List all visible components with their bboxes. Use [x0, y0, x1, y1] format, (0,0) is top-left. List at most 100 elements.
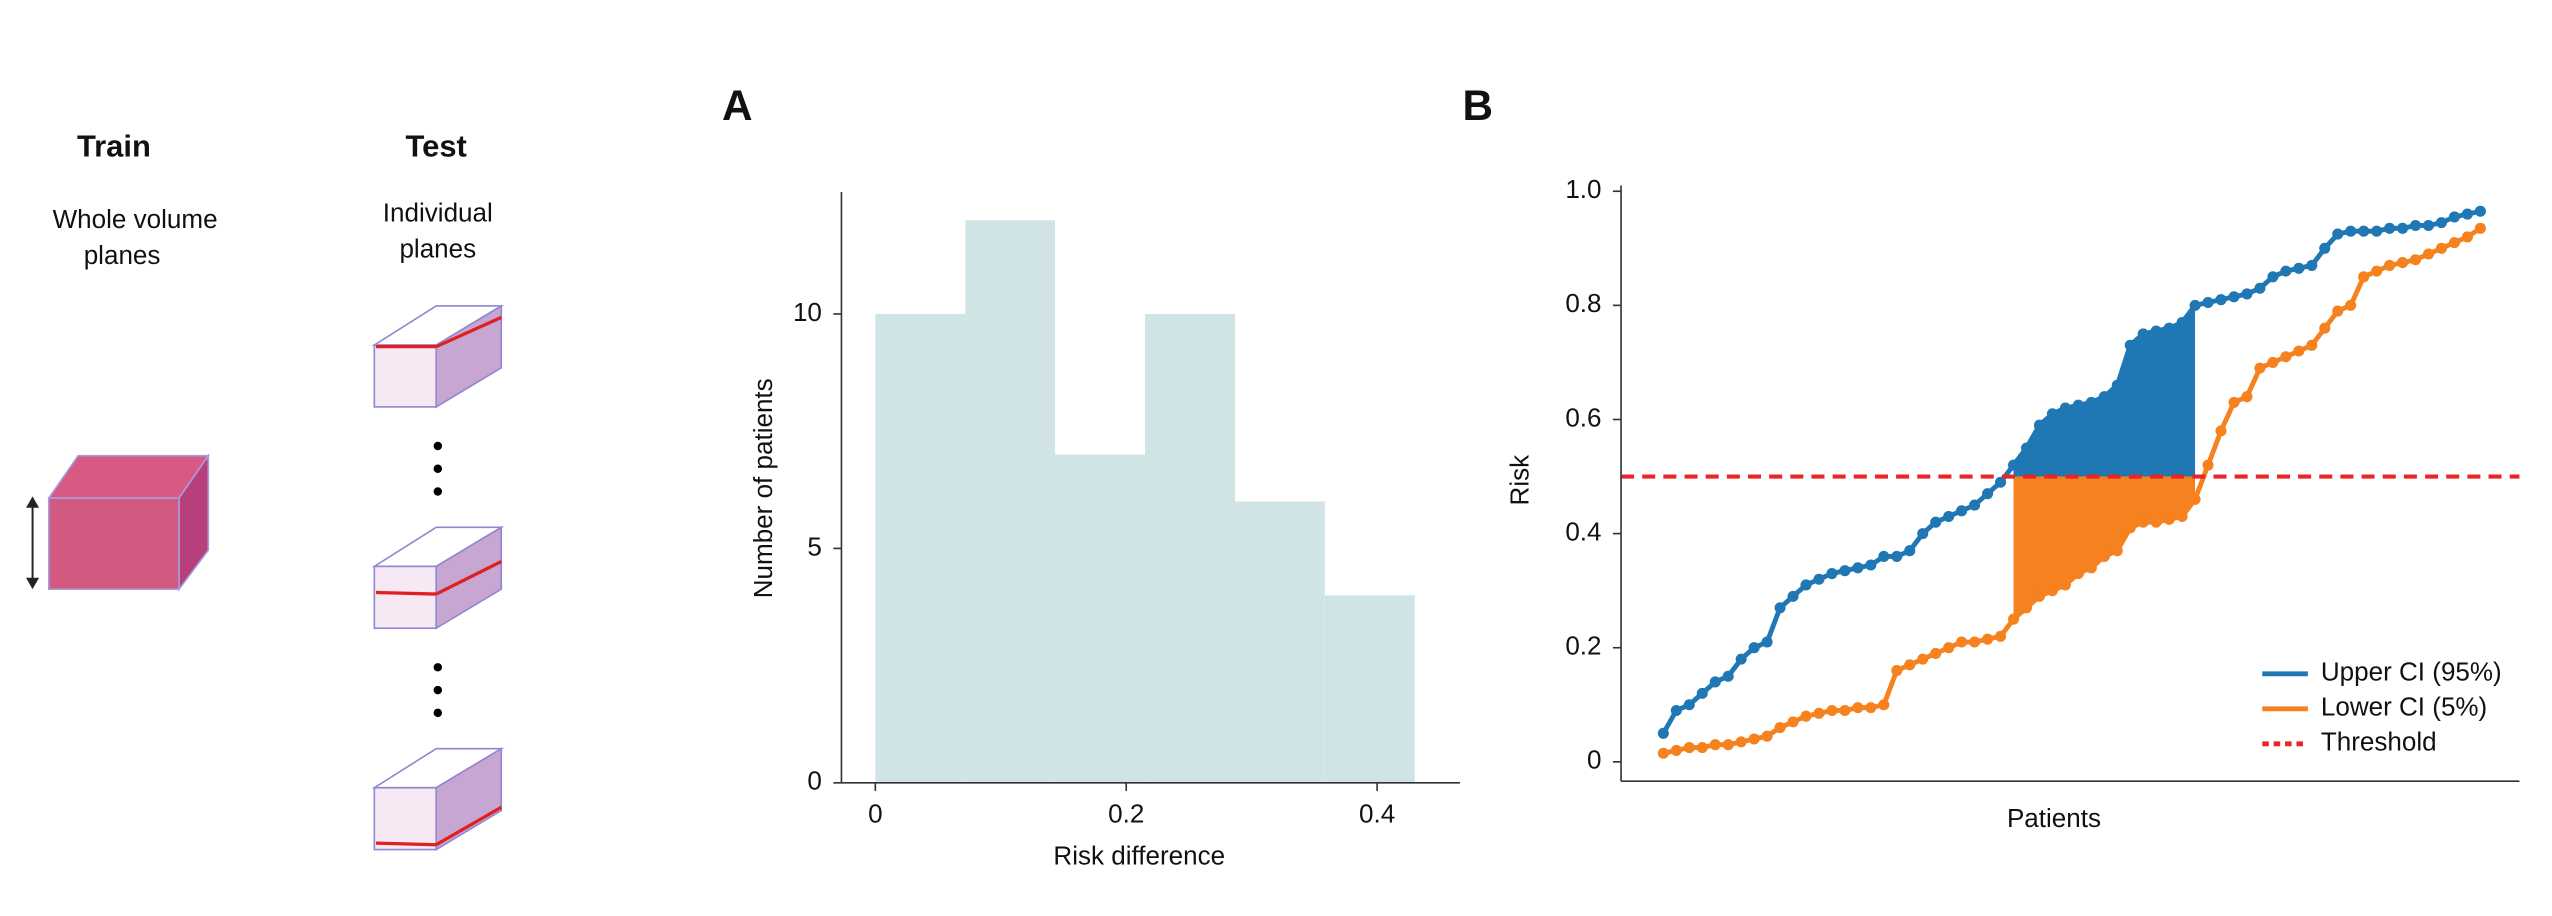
point — [1670, 744, 1682, 756]
point — [2474, 222, 2486, 234]
point — [2293, 345, 2305, 357]
point — [2448, 211, 2460, 223]
point — [2280, 265, 2292, 277]
bar — [1234, 501, 1325, 783]
point — [1696, 687, 1708, 699]
bar — [875, 313, 966, 783]
point — [2384, 222, 2396, 234]
point — [1748, 642, 1760, 654]
point — [1670, 704, 1682, 717]
point — [2474, 205, 2486, 217]
point — [2306, 339, 2318, 351]
point — [2202, 296, 2214, 309]
upper-band — [2013, 305, 2196, 477]
bar — [1145, 313, 1235, 783]
x-axis-label: Patients — [2007, 803, 2101, 833]
point — [1813, 707, 1825, 719]
point — [1943, 510, 1955, 523]
point — [2124, 522, 2136, 534]
point — [2072, 399, 2084, 411]
point — [1657, 747, 1669, 759]
point — [1735, 736, 1747, 748]
point — [2228, 291, 2240, 303]
point — [2085, 396, 2097, 408]
point — [2397, 257, 2409, 269]
y-tick-label: 0.4 — [1565, 516, 1601, 546]
point — [1891, 550, 1903, 562]
point — [2371, 225, 2383, 237]
train-text: Whole volume — [53, 204, 218, 234]
point — [2410, 219, 2422, 232]
point — [2059, 402, 2071, 414]
point — [2020, 602, 2033, 614]
point — [2163, 322, 2175, 334]
point — [1683, 742, 1695, 754]
point — [2267, 271, 2279, 283]
point — [2241, 391, 2253, 403]
point — [2007, 459, 2020, 471]
legend-label: Upper CI (95%) — [2321, 657, 2502, 687]
point — [2150, 325, 2162, 337]
point — [2358, 271, 2370, 283]
point — [1930, 647, 1942, 659]
point — [2176, 316, 2188, 329]
point — [1800, 710, 1812, 722]
point — [2384, 259, 2396, 271]
point — [2241, 288, 2253, 300]
point — [1917, 653, 1929, 665]
point — [2111, 545, 2123, 557]
point — [2293, 262, 2305, 274]
point — [2397, 222, 2409, 234]
point — [1982, 488, 1994, 500]
y-tick-label: 5 — [807, 531, 821, 561]
plane-boxes — [371, 304, 505, 852]
point — [2332, 228, 2344, 240]
point — [2306, 259, 2318, 271]
point — [2254, 362, 2266, 374]
x-axis-label: Risk difference — [1053, 841, 1225, 871]
x-tick-label: 0 — [868, 798, 882, 828]
bar — [1324, 595, 1415, 783]
point — [2371, 265, 2383, 277]
point — [1722, 739, 1734, 751]
point — [2319, 322, 2331, 334]
point — [1956, 505, 1968, 517]
y-tick-label: 10 — [793, 297, 822, 327]
point — [1735, 653, 1747, 665]
series-line — [1662, 226, 2482, 756]
point — [1865, 559, 1877, 571]
point — [1878, 699, 1890, 711]
train-title: Train — [77, 128, 151, 163]
point — [1826, 568, 1838, 580]
point — [2410, 254, 2422, 266]
y-tick-label: 0 — [1587, 745, 1601, 775]
y-tick-label: 1.0 — [1565, 174, 1601, 204]
point — [2422, 219, 2435, 232]
point — [2189, 299, 2201, 311]
test-text: Individual — [383, 198, 493, 228]
point — [1943, 642, 1955, 654]
point — [1787, 716, 1799, 728]
point — [1709, 739, 1721, 751]
y-axis-label: Number of patients — [748, 378, 778, 598]
point — [1761, 730, 1773, 742]
x-tick-label: 0.4 — [1359, 798, 1395, 828]
diagram: Train Whole volume planes Test Individua… — [26, 128, 505, 852]
series-line — [1661, 208, 2481, 735]
point — [2137, 516, 2149, 528]
point — [1852, 562, 1864, 574]
panel-label: A — [722, 82, 753, 129]
bar — [965, 220, 1056, 783]
point — [1657, 727, 1669, 739]
point — [1683, 699, 1695, 711]
point — [2046, 585, 2058, 597]
point — [1930, 516, 1942, 528]
point — [1839, 704, 1851, 717]
point — [2358, 225, 2370, 237]
point — [2435, 217, 2448, 229]
point — [2319, 242, 2331, 254]
point — [2332, 305, 2344, 317]
point — [1917, 528, 1929, 540]
